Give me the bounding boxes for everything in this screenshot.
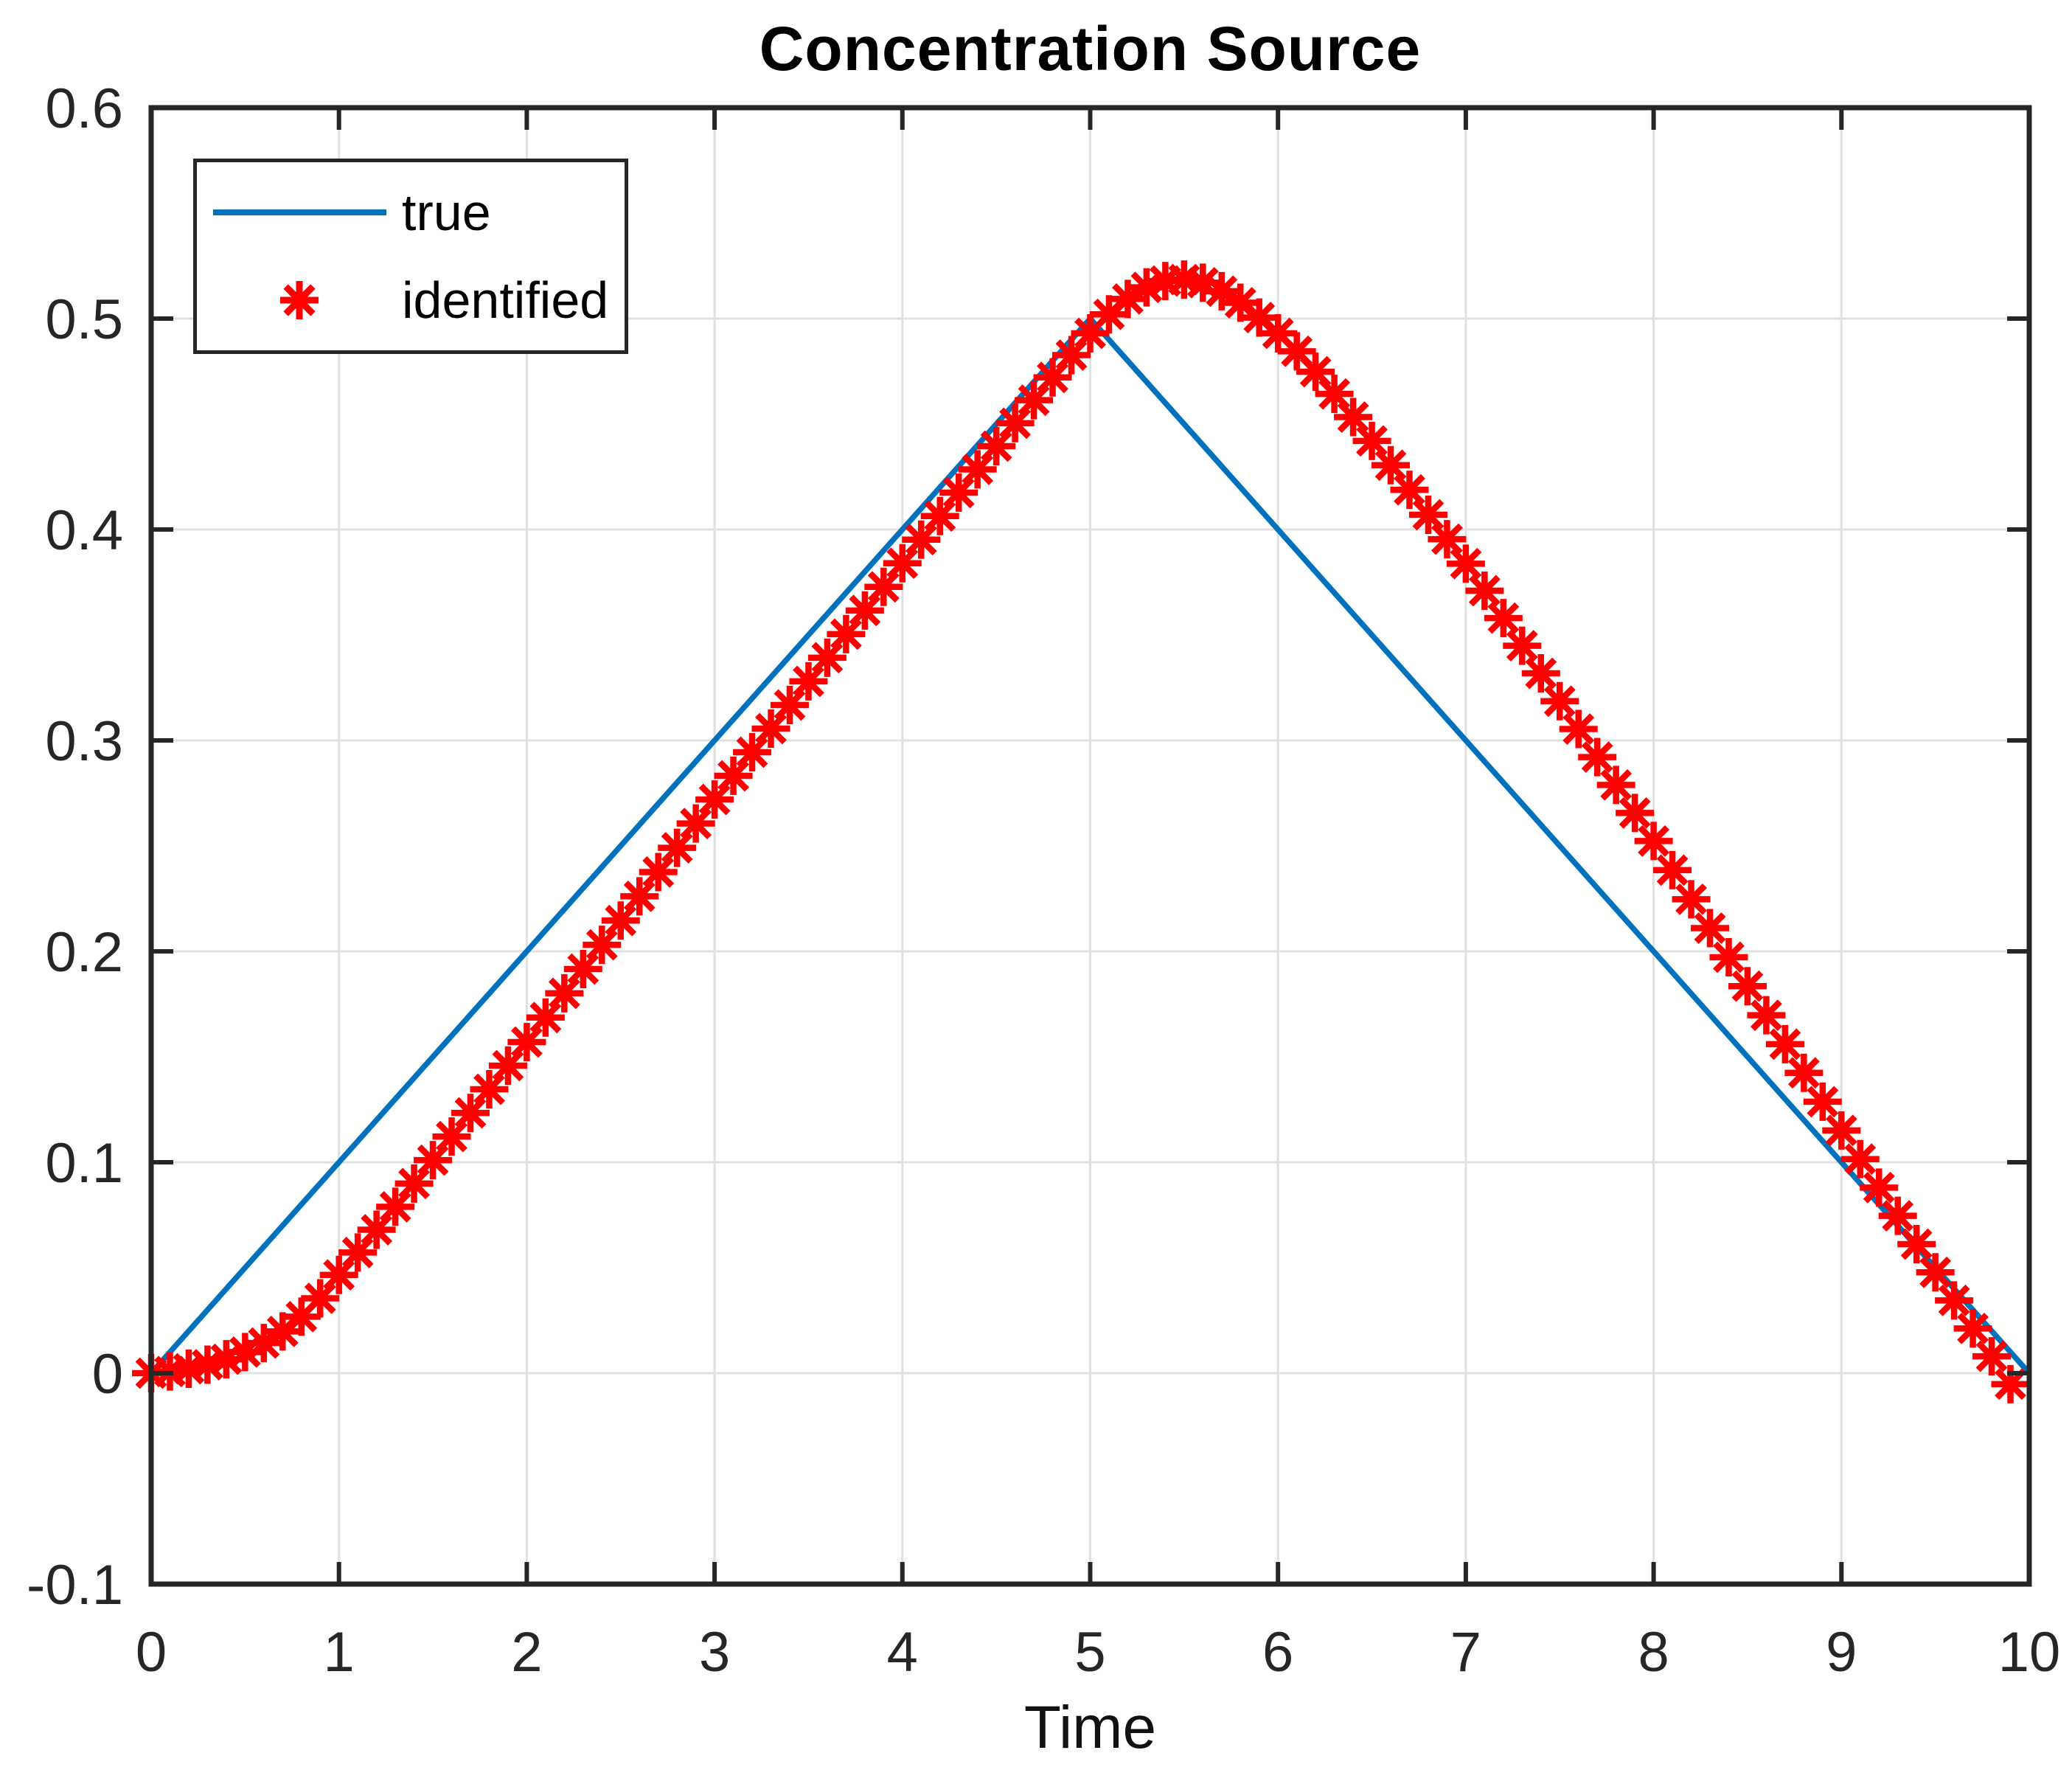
y-tick-label: 0.1: [45, 1132, 123, 1195]
y-tick-label: 0.5: [45, 288, 123, 351]
x-tick-label: 1: [324, 1621, 355, 1684]
legend: true identified: [193, 159, 628, 354]
y-tick-label: 0.2: [45, 921, 123, 984]
x-tick-label: 8: [1638, 1621, 1669, 1684]
chart-title: Concentration Source: [759, 14, 1422, 83]
x-tick-label: 5: [1074, 1621, 1105, 1684]
legend-entry-identified: identified: [197, 263, 625, 337]
x-tick-label: 3: [699, 1621, 730, 1684]
x-tick-label: 6: [1262, 1621, 1293, 1684]
x-tick-label: 0: [136, 1621, 167, 1684]
legend-sample-true: [197, 209, 402, 216]
x-tick-label: 9: [1826, 1621, 1857, 1684]
legend-entry-true: true: [197, 176, 625, 249]
x-tick-label: 2: [511, 1621, 542, 1684]
y-tick-label: 0.6: [45, 77, 123, 140]
y-tick-label: 0.3: [45, 710, 123, 773]
y-tick-label: 0: [92, 1343, 123, 1406]
x-tick-labels: 0 1 2 3 4 5 6 7 8 9 10: [136, 1621, 2060, 1684]
legend-entry-label: true: [402, 184, 491, 242]
identified-markers: [132, 260, 2030, 1403]
y-tick-label: 0.4: [45, 499, 123, 562]
asterisk-marker-icon: [280, 280, 319, 319]
y-tick-label: -0.1: [27, 1554, 123, 1617]
x-axis-label: Time: [1023, 1694, 1157, 1761]
x-tick-label: 4: [887, 1621, 918, 1684]
legend-sample-identified: [197, 277, 402, 324]
legend-entry-label: identified: [402, 271, 609, 329]
y-tick-labels: -0.1 0 0.1 0.2 0.3 0.4 0.5 0.6: [27, 77, 123, 1617]
x-tick-label: 7: [1450, 1621, 1481, 1684]
line-sample-icon: [212, 209, 386, 216]
axes-box: [148, 105, 2032, 1587]
x-tick-label: 10: [1998, 1621, 2061, 1684]
